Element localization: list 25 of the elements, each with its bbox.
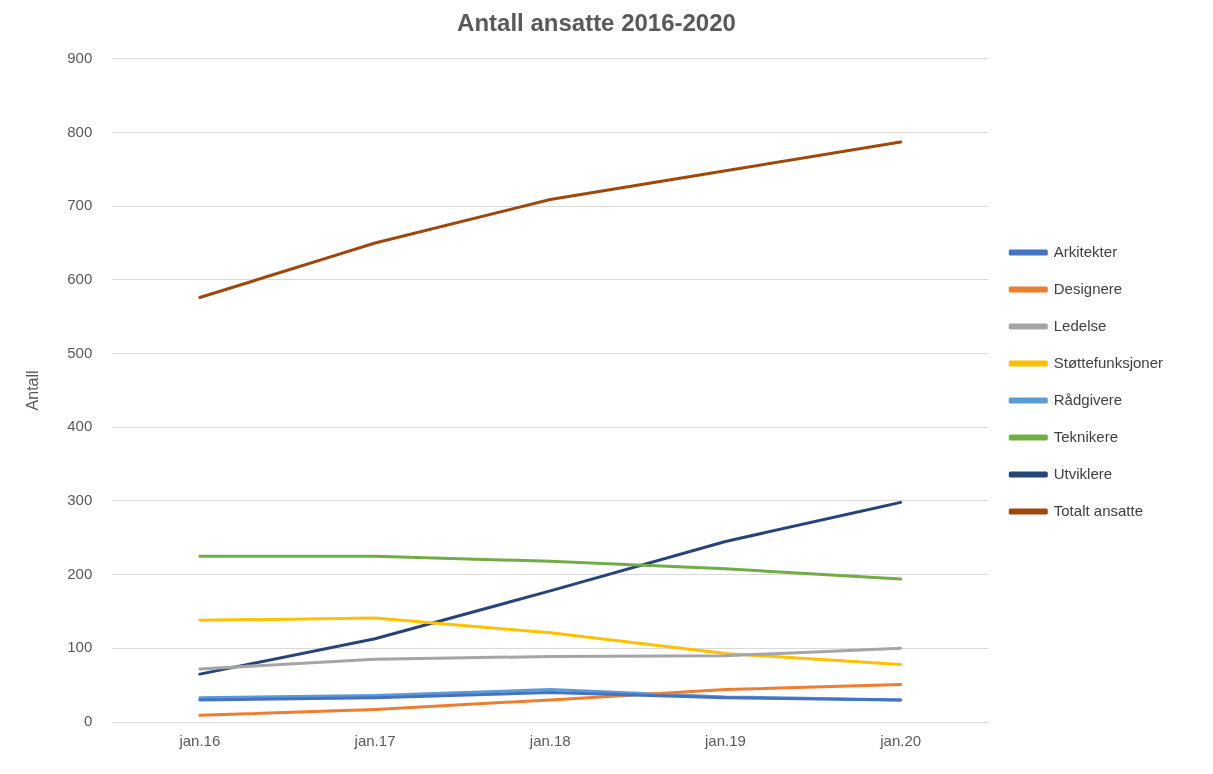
y-tick-label: 100: [67, 638, 93, 656]
y-tick-label: 400: [67, 417, 93, 435]
chart-title: Antall ansatte 2016-2020: [457, 9, 736, 37]
y-tick-label: 600: [67, 270, 93, 288]
y-axis-title: Antall: [24, 370, 42, 411]
legend-label: Designere: [1053, 279, 1123, 297]
x-tick-label: jan.17: [353, 732, 396, 750]
legend-label: Støttefunksjoner: [1053, 353, 1163, 371]
y-tick-label: 0: [83, 712, 93, 730]
x-tick-label: jan.16: [178, 732, 221, 750]
y-tick-label: 900: [67, 48, 93, 66]
legend-label: Arkitekter: [1053, 242, 1118, 260]
legend-label: Rådgivere: [1053, 390, 1123, 408]
legend-label: Teknikere: [1053, 427, 1118, 445]
y-tick-label: 300: [67, 491, 93, 509]
x-tick-label: jan.18: [528, 732, 571, 750]
legend-label: Utviklere: [1053, 464, 1113, 482]
y-tick-label: 800: [67, 122, 93, 140]
y-tick-label: 700: [67, 196, 93, 214]
y-tick-label: 500: [67, 343, 93, 361]
legend-label: Totalt ansatte: [1053, 501, 1144, 519]
x-tick-label: jan.20: [879, 732, 922, 750]
legend-label: Ledelse: [1053, 316, 1107, 334]
y-tick-label: 200: [67, 564, 93, 582]
x-tick-label: jan.19: [704, 732, 746, 750]
